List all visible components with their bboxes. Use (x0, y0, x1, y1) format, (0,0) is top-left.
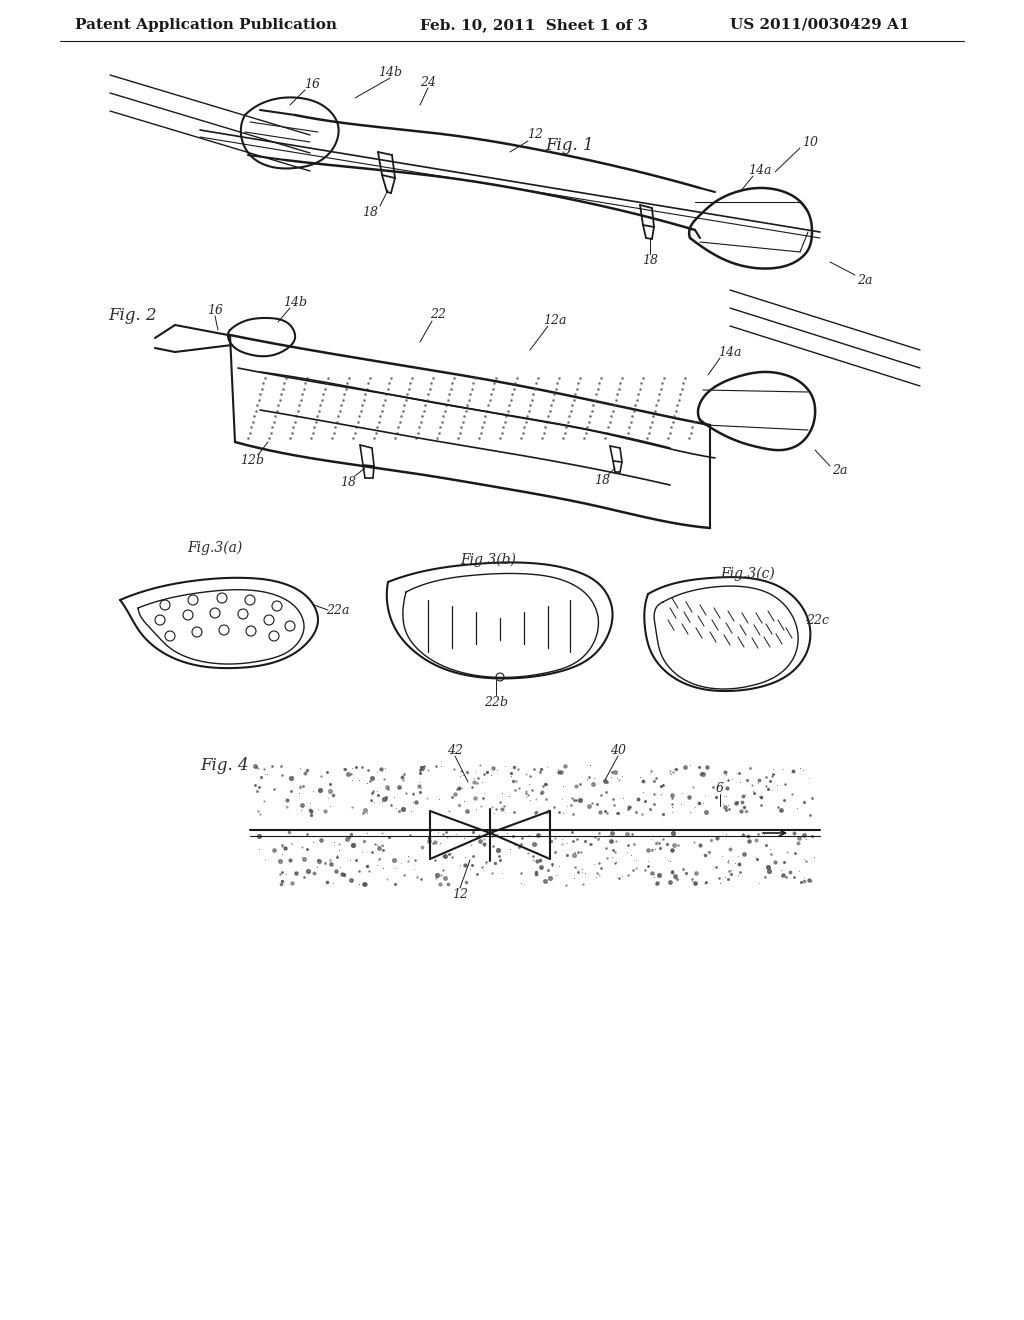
Text: 14a: 14a (749, 164, 772, 177)
Text: Patent Application Publication: Patent Application Publication (75, 18, 337, 32)
Text: 24: 24 (420, 75, 436, 88)
Text: US 2011/0030429 A1: US 2011/0030429 A1 (730, 18, 909, 32)
Text: 18: 18 (340, 475, 356, 488)
Text: 14b: 14b (378, 66, 402, 78)
Text: 22b: 22b (484, 696, 508, 709)
Text: 40: 40 (610, 743, 626, 756)
Text: 12a: 12a (544, 314, 566, 326)
Text: 22a: 22a (327, 603, 350, 616)
Text: 18: 18 (642, 253, 658, 267)
Text: Fig.3(a): Fig.3(a) (187, 541, 243, 556)
Text: 16: 16 (207, 304, 223, 317)
Text: 14a: 14a (718, 346, 741, 359)
Text: 16: 16 (304, 78, 319, 91)
Text: 10: 10 (802, 136, 818, 149)
Text: 14b: 14b (283, 296, 307, 309)
Text: Fig. 4: Fig. 4 (200, 756, 249, 774)
Text: Fig.3(c): Fig.3(c) (721, 566, 775, 581)
Text: 18: 18 (594, 474, 610, 487)
Text: Fig. 1: Fig. 1 (546, 136, 594, 153)
Text: 12: 12 (527, 128, 543, 141)
Text: Fig. 2: Fig. 2 (108, 306, 157, 323)
Text: Feb. 10, 2011  Sheet 1 of 3: Feb. 10, 2011 Sheet 1 of 3 (420, 18, 648, 32)
Text: Fig.3(b): Fig.3(b) (460, 553, 516, 568)
Text: 12b: 12b (240, 454, 264, 466)
Text: 12: 12 (452, 888, 468, 902)
Text: 22c: 22c (807, 614, 829, 627)
Text: 6: 6 (716, 781, 724, 795)
Text: 2a: 2a (857, 273, 872, 286)
Text: 42: 42 (447, 743, 463, 756)
Text: 18: 18 (362, 206, 378, 219)
Text: 2a: 2a (833, 463, 848, 477)
Text: 22: 22 (430, 309, 446, 322)
